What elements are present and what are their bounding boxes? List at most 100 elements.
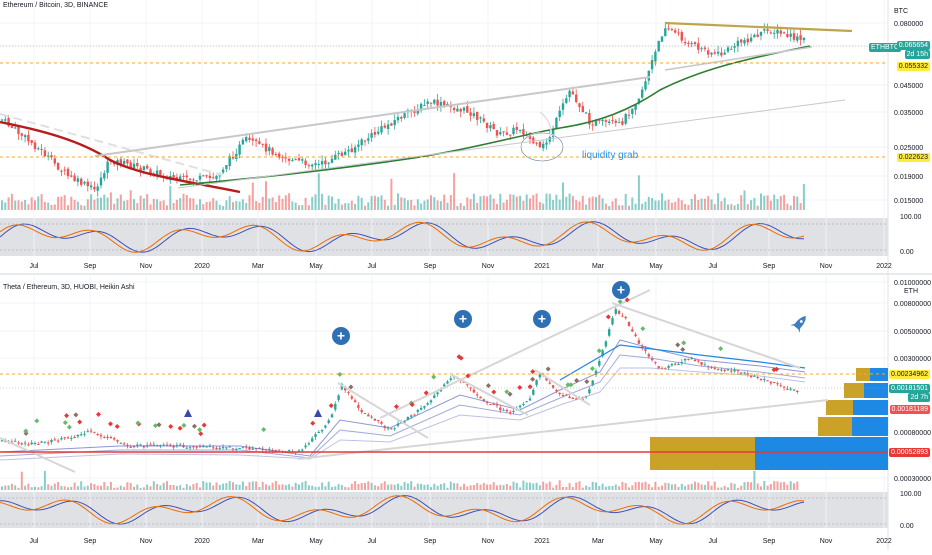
candle-body — [40, 441, 43, 443]
volume-bar — [400, 197, 403, 210]
candle-body — [175, 176, 179, 180]
volume-bar — [439, 484, 442, 490]
candle-body — [195, 180, 198, 182]
candle-body — [357, 405, 360, 408]
volume-bar — [294, 202, 297, 210]
candle-body — [324, 425, 327, 428]
volume-bar — [218, 204, 221, 210]
volume-bar — [228, 196, 231, 210]
volume-bar — [588, 197, 591, 210]
candle-body — [377, 131, 380, 134]
volume-bar — [27, 483, 30, 490]
candle-body — [251, 138, 254, 141]
volume-bar — [776, 198, 779, 210]
time-tick-label: Sep — [424, 263, 437, 270]
candle-body — [436, 392, 439, 395]
time-tick-label: 2021 — [534, 538, 550, 545]
candle-body — [377, 420, 380, 422]
volume-bar — [727, 204, 729, 210]
volume-bar — [63, 195, 66, 210]
candle-body — [215, 448, 218, 450]
candle-body — [558, 110, 561, 118]
volume-bar — [126, 200, 129, 210]
candle-body — [235, 153, 238, 160]
candle-body — [736, 369, 740, 372]
volume-bar — [628, 487, 630, 490]
volume-bar — [93, 484, 96, 490]
candle-body — [383, 125, 386, 128]
plus-marker-circle — [533, 310, 551, 328]
volume-bar — [96, 485, 99, 490]
candle-body — [396, 116, 400, 121]
volume-bar — [232, 482, 234, 490]
volume-bar — [96, 197, 99, 210]
volume-bar — [281, 198, 284, 210]
candle-body — [489, 404, 492, 406]
volume-bar — [449, 195, 452, 210]
candle-body — [373, 131, 377, 135]
candle-body — [370, 416, 373, 418]
candle-body — [30, 140, 33, 144]
candle-body — [538, 141, 542, 148]
candle-body — [644, 349, 647, 351]
candle-body — [614, 309, 617, 314]
volume-bar — [50, 485, 53, 490]
volume-bar — [426, 199, 429, 210]
candle-body — [179, 176, 182, 180]
candle-body — [713, 52, 716, 54]
volume-bar — [585, 485, 588, 490]
candle-body — [218, 447, 221, 449]
candle-body — [363, 412, 367, 414]
price-tick-label: 0.00080000 — [894, 430, 931, 437]
candle-body — [241, 139, 245, 145]
candle-body — [617, 311, 621, 314]
candle-body — [340, 383, 344, 390]
candle-body — [763, 29, 766, 31]
candle-body — [212, 177, 215, 179]
volume-bar — [212, 198, 215, 210]
candle-body — [697, 360, 700, 362]
candle-body — [63, 169, 66, 171]
candle-body — [726, 47, 730, 52]
candle-body — [27, 134, 30, 142]
volume-bar — [595, 482, 597, 490]
candle-body — [703, 364, 707, 366]
diamond-signal — [680, 346, 686, 352]
volume-bar — [779, 482, 782, 490]
volume-bar — [40, 194, 43, 210]
candle-body — [525, 401, 528, 403]
volume-bar — [103, 194, 106, 210]
time-tick-label: May — [309, 538, 323, 545]
candle-body — [311, 438, 314, 442]
candle-body — [584, 112, 588, 114]
candle-body — [723, 52, 726, 55]
volume-bar — [552, 199, 555, 210]
volume-bar — [152, 198, 155, 210]
volume-bar — [387, 484, 390, 490]
bottom-chart-title: Theta / Ethereum, 3D, HUOBI, Heikin Ashi — [3, 284, 135, 291]
volume-bar — [10, 193, 13, 210]
volume-bar — [354, 203, 357, 210]
volume-bar — [311, 485, 314, 490]
volume-bar — [350, 200, 353, 210]
volume-bar — [373, 485, 376, 490]
candle-body — [320, 161, 324, 165]
diamond-signal — [530, 369, 536, 375]
candle-body — [433, 395, 436, 398]
candle-body — [532, 137, 535, 144]
candle-body — [238, 448, 241, 450]
volume-bar — [321, 482, 324, 490]
diamond-signal — [431, 374, 437, 380]
volume-bar — [20, 201, 23, 210]
volume-bar — [27, 204, 30, 210]
candle-body — [96, 186, 99, 191]
bottom-level-high-tag: 0.00234962 — [889, 370, 930, 379]
candle-body — [146, 165, 149, 169]
volume-bar — [690, 483, 693, 490]
candle-body — [109, 436, 113, 439]
diamond-signal — [574, 377, 580, 383]
candle-body — [479, 396, 482, 399]
candle-body — [20, 133, 23, 136]
volume-bar — [476, 202, 479, 210]
